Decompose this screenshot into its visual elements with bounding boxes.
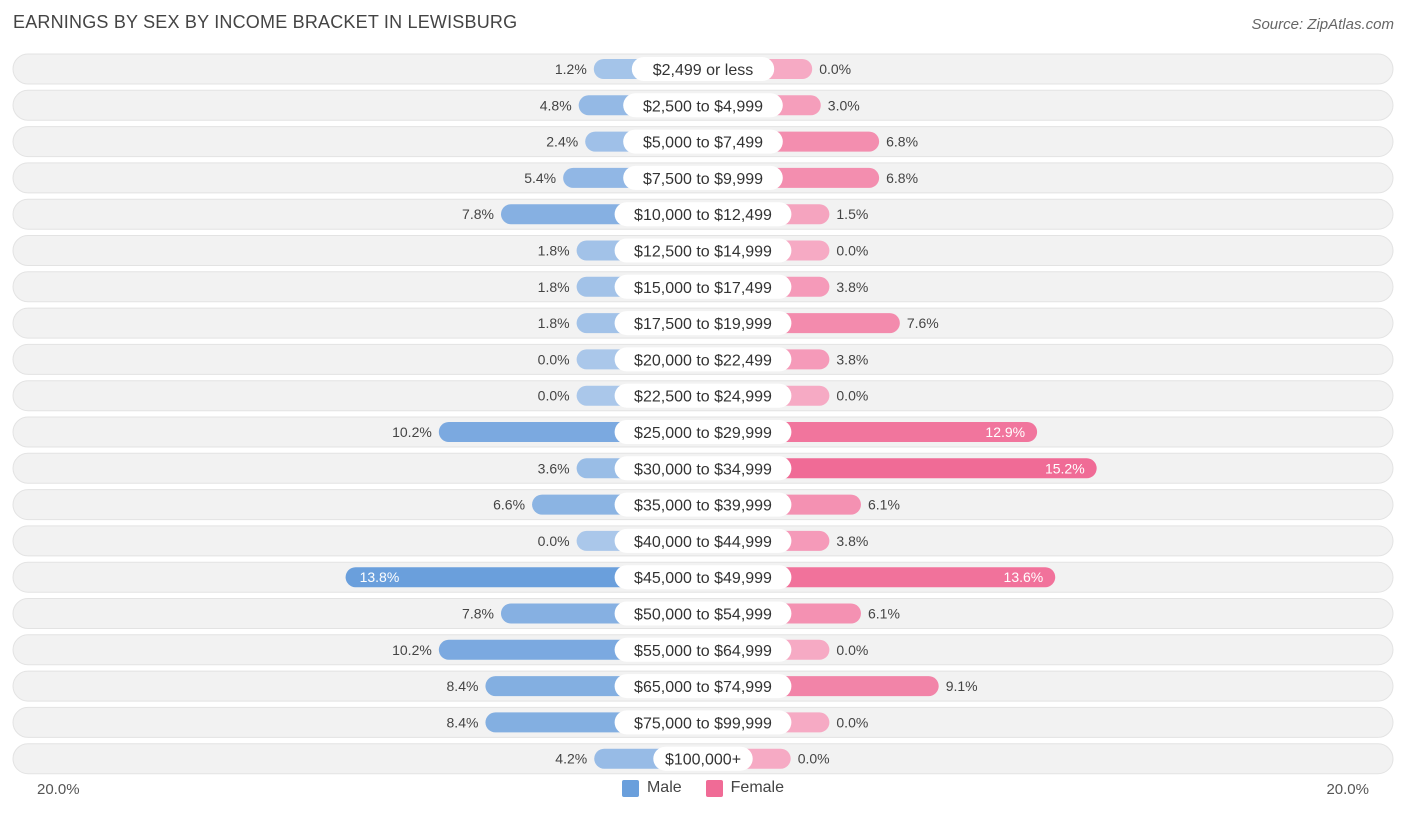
female-value-label: 0.0%	[836, 388, 868, 404]
category-label: $40,000 to $44,999	[634, 534, 772, 551]
female-value-label: 6.1%	[868, 606, 900, 622]
axis-left-label: 20.0%	[37, 781, 80, 798]
legend-item-female[interactable]: Female	[705, 779, 785, 797]
female-value-label: 3.8%	[836, 351, 868, 367]
category-label-pill	[614, 637, 792, 662]
male-value-label: 7.8%	[462, 206, 494, 222]
male-value-label: 3.6%	[538, 460, 570, 476]
category-label-pill	[614, 528, 792, 553]
category-label: $30,000 to $34,999	[634, 461, 772, 478]
male-value-label: 13.8%	[360, 569, 400, 585]
female-value-label: 3.0%	[828, 97, 860, 113]
category-label: $25,000 to $29,999	[634, 425, 772, 442]
category-label: $50,000 to $54,999	[634, 607, 772, 624]
legend-label-female: Female	[730, 779, 785, 796]
female-value-label: 9.1%	[946, 678, 978, 694]
female-value-label: 6.8%	[886, 170, 918, 186]
male-value-label: 10.2%	[392, 424, 432, 440]
category-label-pill	[614, 601, 792, 626]
category-label-pill	[614, 274, 792, 299]
category-label: $65,000 to $74,999	[634, 679, 772, 696]
category-label-pill	[614, 492, 792, 517]
category-label: $5,000 to $7,499	[643, 135, 763, 152]
category-label: $35,000 to $39,999	[634, 498, 772, 515]
category-label-pill	[614, 456, 792, 481]
category-label-pill	[614, 347, 792, 372]
category-label: $7,500 to $9,999	[643, 171, 763, 188]
male-value-label: 2.4%	[546, 134, 578, 150]
male-value-label: 0.0%	[538, 533, 570, 549]
male-value-label: 7.8%	[462, 606, 494, 622]
category-label: $10,000 to $12,499	[634, 207, 772, 224]
source-credit: Source: ZipAtlas.com	[1251, 16, 1394, 33]
female-bar	[703, 567, 1056, 588]
female-value-label: 0.0%	[836, 243, 868, 259]
female-value-label: 13.6%	[1004, 569, 1044, 585]
male-value-label: 8.4%	[447, 714, 479, 730]
male-value-label: 6.6%	[493, 497, 525, 513]
male-value-label: 1.8%	[538, 315, 570, 331]
category-label: $15,000 to $17,499	[634, 280, 772, 297]
legend-swatch-male	[621, 779, 639, 797]
category-label-pill	[631, 57, 775, 81]
legend-item-male[interactable]: Male	[621, 779, 682, 797]
male-value-label: 4.2%	[555, 751, 587, 767]
legend: Male Female	[0, 779, 1406, 797]
axis-right-label: 20.0%	[1326, 781, 1369, 798]
category-label: $17,500 to $19,999	[634, 316, 772, 333]
category-label: $22,500 to $24,999	[634, 389, 772, 406]
category-label-pill	[614, 565, 792, 590]
legend-swatch-female	[705, 779, 723, 797]
female-value-label: 0.0%	[798, 751, 830, 767]
male-value-label: 1.8%	[538, 243, 570, 259]
category-label: $20,000 to $22,499	[634, 352, 772, 369]
male-value-label: 0.0%	[538, 351, 570, 367]
bar-chart: 1.2% 0.0% $2,499 or less 4.8% 3.0% $2,500 to …	[12, 53, 1394, 775]
category-label-pill	[653, 746, 753, 771]
category-label-pill	[614, 674, 792, 699]
category-label: $2,500 to $4,999	[643, 98, 763, 115]
female-value-label: 3.8%	[836, 533, 868, 549]
female-value-label: 6.8%	[886, 134, 918, 150]
category-label-pill	[614, 420, 792, 444]
female-value-label: 15.2%	[1045, 460, 1085, 476]
category-label: $45,000 to $49,999	[634, 570, 772, 587]
female-value-label: 0.0%	[836, 642, 868, 658]
female-value-label: 7.6%	[907, 315, 939, 331]
male-value-label: 1.8%	[538, 279, 570, 295]
male-value-label: 5.4%	[524, 170, 556, 186]
category-label-pill	[623, 129, 783, 154]
chart-title: EARNINGS BY SEX BY INCOME BRACKET IN LEW…	[13, 12, 518, 32]
female-value-label: 0.0%	[836, 714, 868, 730]
female-bar	[703, 458, 1097, 479]
category-label-pill	[614, 238, 792, 263]
category-label-pill	[623, 165, 783, 190]
category-label-pill	[614, 202, 792, 227]
male-value-label: 8.4%	[447, 678, 479, 694]
female-value-label: 1.5%	[836, 206, 868, 222]
category-label: $100,000+	[665, 752, 741, 769]
male-value-label: 10.2%	[392, 642, 432, 658]
category-label: $55,000 to $64,999	[634, 643, 772, 660]
male-bar	[345, 567, 703, 588]
female-value-label: 0.0%	[819, 61, 851, 77]
category-label-pill	[623, 93, 783, 118]
female-value-label: 3.8%	[836, 279, 868, 295]
male-value-label: 1.2%	[555, 61, 587, 77]
female-value-label: 6.1%	[868, 497, 900, 513]
category-label: $12,500 to $14,999	[634, 244, 772, 261]
male-value-label: 4.8%	[540, 97, 572, 113]
category-label-pill	[614, 383, 792, 408]
category-label-pill	[614, 710, 792, 735]
female-value-label: 12.9%	[985, 424, 1025, 440]
legend-label-male: Male	[646, 779, 682, 796]
category-label-pill	[614, 311, 792, 336]
category-label: $75,000 to $99,999	[634, 715, 772, 732]
male-value-label: 0.0%	[538, 388, 570, 404]
category-label: $2,499 or less	[653, 62, 754, 79]
